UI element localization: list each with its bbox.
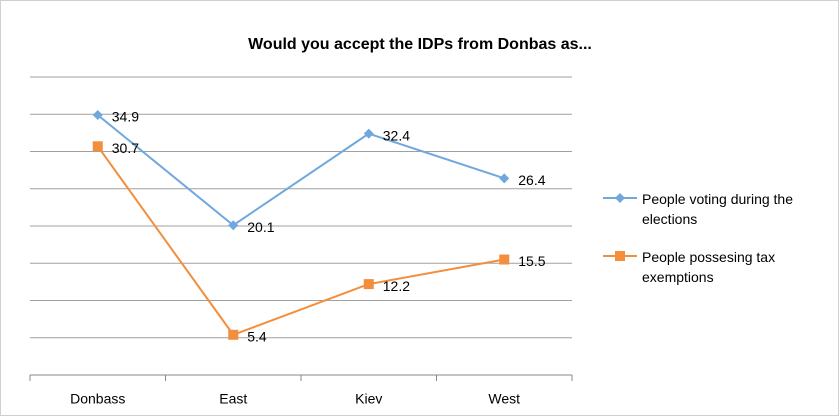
marker xyxy=(92,109,103,120)
data-label: 30.7 xyxy=(112,140,139,156)
marker xyxy=(228,329,239,340)
data-label: 15.5 xyxy=(518,253,545,269)
marker xyxy=(615,251,625,261)
x-tick-label: West xyxy=(488,391,520,407)
marker xyxy=(499,173,510,184)
data-label: 32.4 xyxy=(383,127,410,143)
chart-title: Would you accept the IDPs from Donbas as… xyxy=(248,36,592,53)
data-label: 12.2 xyxy=(383,278,410,294)
x-tick-label: Donbass xyxy=(70,391,125,407)
data-label: 34.9 xyxy=(112,109,139,125)
marker xyxy=(363,279,374,290)
x-tick-label: Kiev xyxy=(355,391,382,407)
series-line xyxy=(96,145,505,336)
data-label: 26.4 xyxy=(518,172,545,188)
marker xyxy=(228,220,239,231)
legend-label: People voting during the elections xyxy=(642,191,793,227)
marker xyxy=(92,141,103,152)
data-label: 5.4 xyxy=(247,328,267,344)
marker xyxy=(615,193,625,203)
legend-label: People possesing tax exemptions xyxy=(642,249,776,285)
x-tick-label: East xyxy=(219,391,247,407)
series-line xyxy=(97,114,505,227)
marker xyxy=(499,254,510,265)
marker xyxy=(363,128,374,139)
data-label: 20.1 xyxy=(247,219,274,235)
